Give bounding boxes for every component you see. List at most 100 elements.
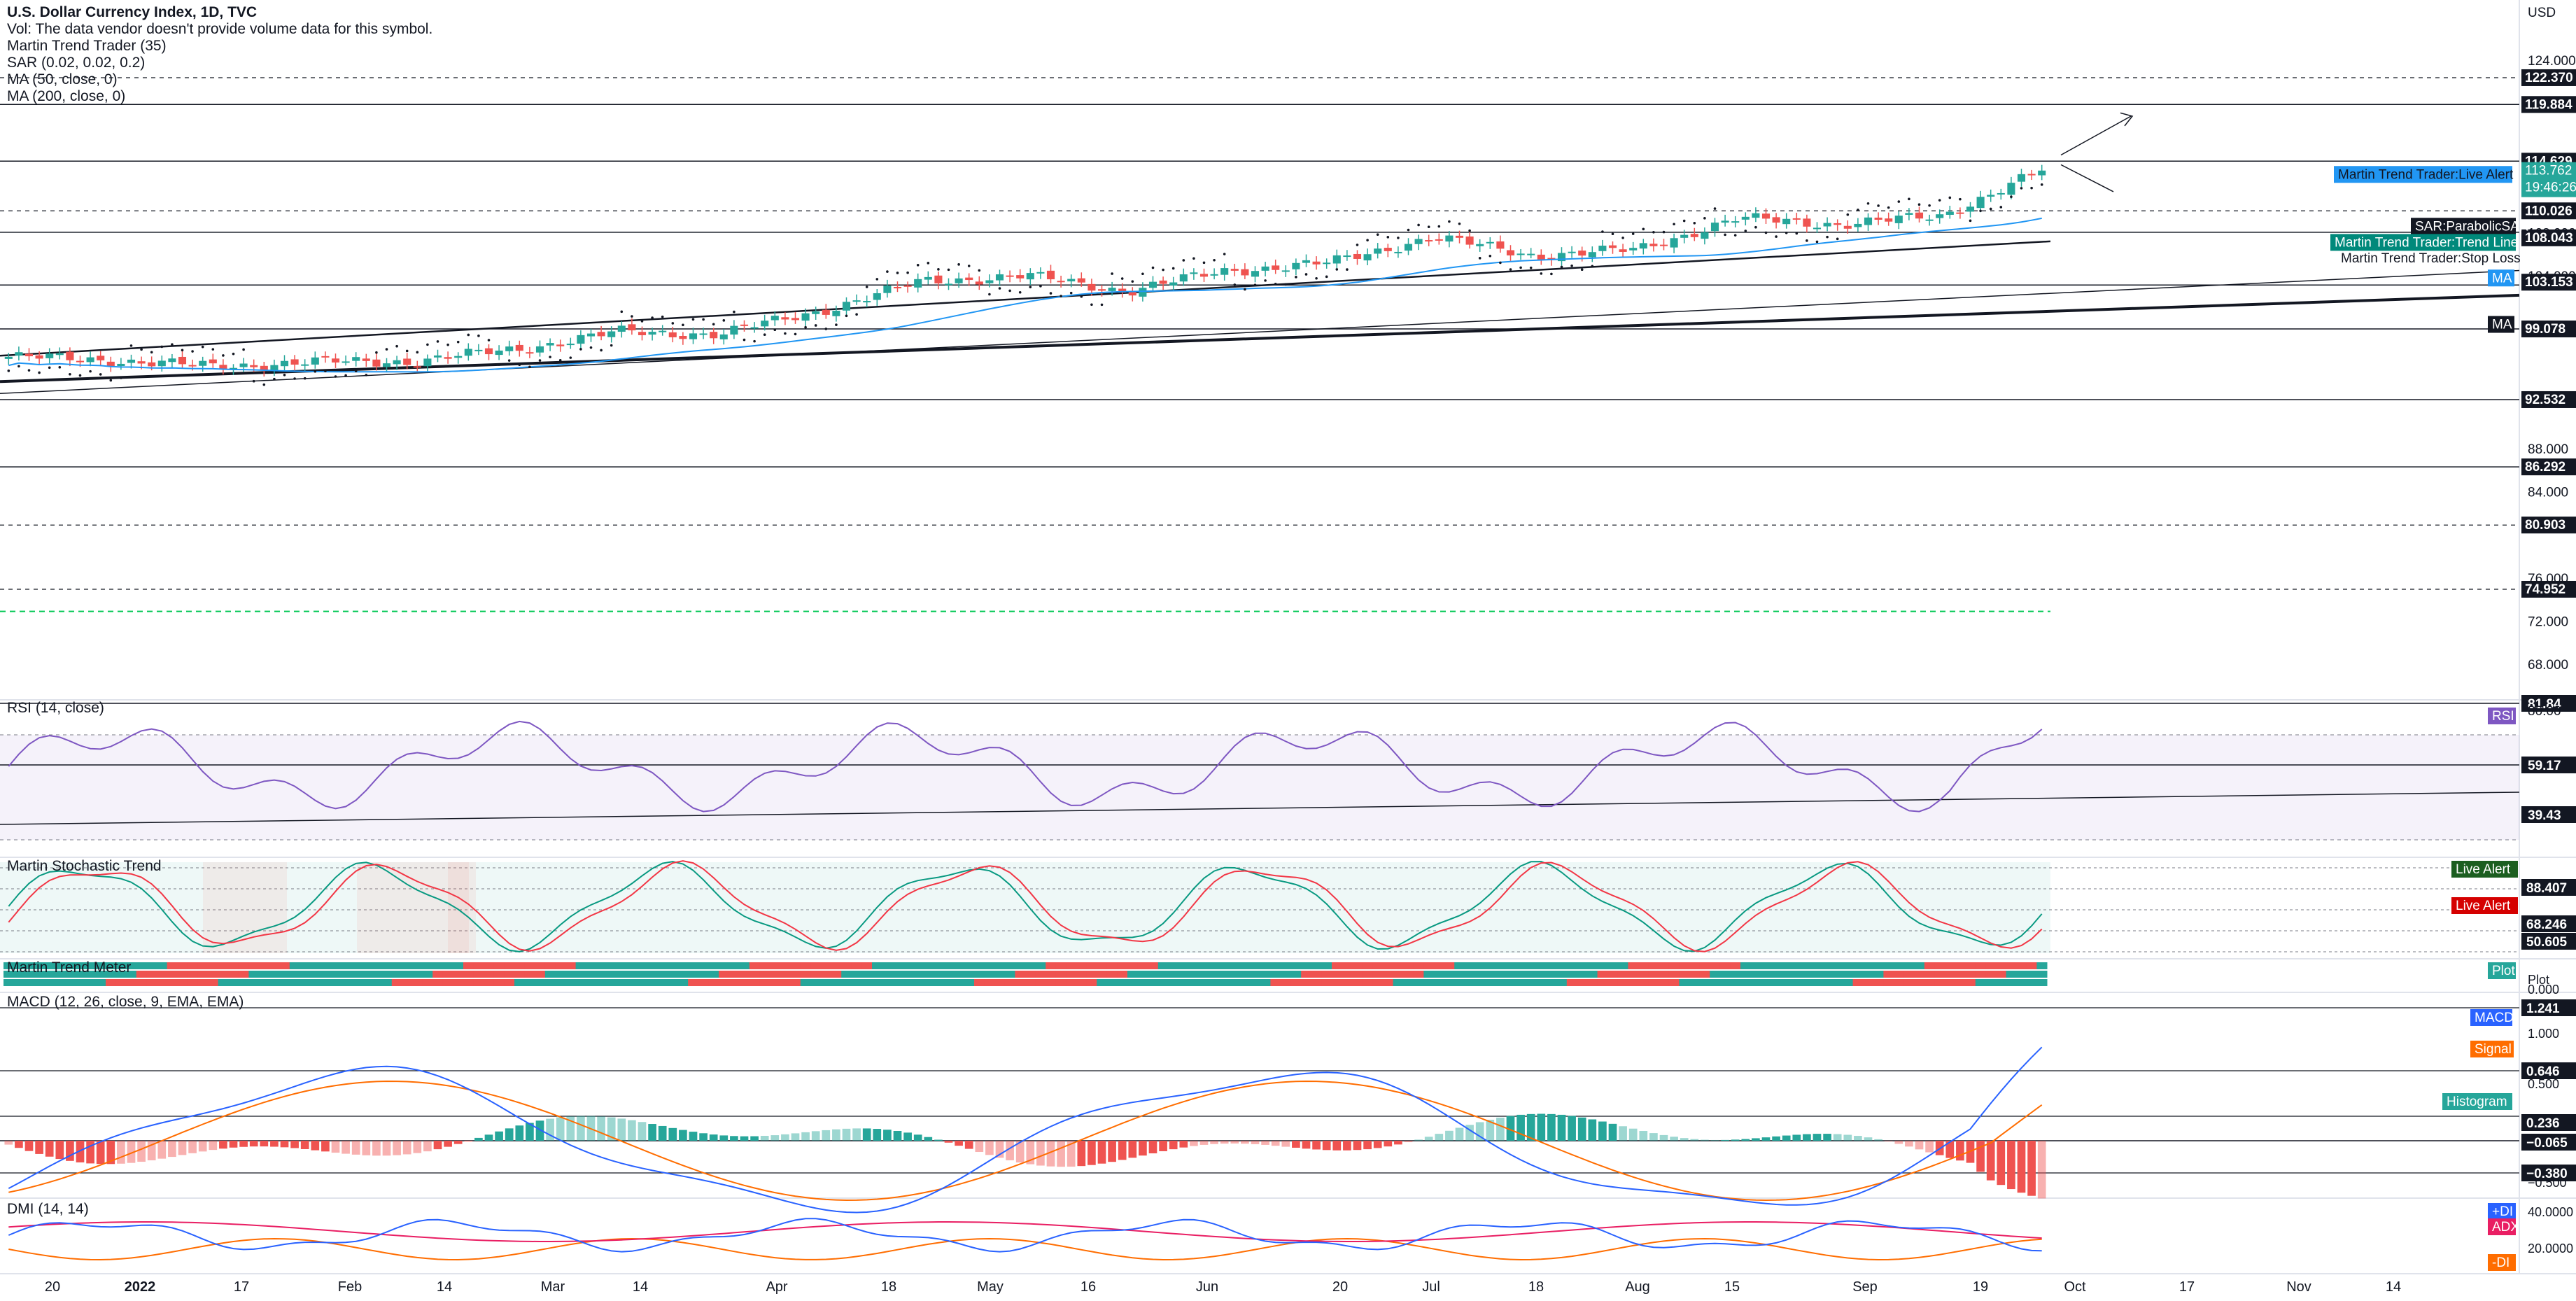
macd-histogram-bar: [311, 1141, 320, 1151]
signal-line: [8, 1080, 2043, 1202]
sar-dot: [835, 323, 838, 326]
legend-line-ma200[interactable]: MA (200, close, 0): [7, 88, 126, 104]
histogram-tag-bg: [2442, 1093, 2512, 1110]
meter-cell: [524, 979, 535, 986]
meter-cell: [2006, 979, 2017, 986]
meter-cell: [85, 971, 96, 978]
candle-body: [832, 311, 840, 316]
sar-dot: [1244, 288, 1246, 291]
meter-cell: [882, 962, 893, 969]
meter-cell: [1873, 971, 1884, 978]
candle-body: [1741, 216, 1750, 220]
sar-dot: [1591, 265, 1594, 268]
meter-cell: [606, 971, 617, 978]
candle-body: [781, 317, 789, 320]
sar-dot: [1304, 273, 1308, 276]
macd-histogram-bar: [1854, 1136, 1862, 1141]
candle-body: [352, 357, 360, 361]
legend-line-trend-trader[interactable]: Martin Trend Trader (35): [7, 38, 167, 54]
meter-cell: [1945, 979, 1956, 986]
macd-histogram-bar: [985, 1141, 994, 1155]
meter-cell: [770, 962, 781, 969]
meter-cell: [943, 979, 955, 986]
meter-cell: [1607, 979, 1619, 986]
meter-cell: [1239, 979, 1251, 986]
candle-body: [1097, 289, 1106, 291]
meter-cell: [790, 971, 801, 978]
sar-dot: [1785, 232, 1788, 234]
meter-cell: [34, 962, 45, 969]
meter-cell: [1628, 979, 1639, 986]
sar-dot: [27, 369, 31, 372]
candle-body: [597, 332, 605, 337]
meter-cell: [790, 962, 801, 969]
candle-body: [2027, 174, 2036, 176]
candle-body: [311, 357, 319, 365]
meter-cell: [2016, 962, 2027, 969]
meter-cell: [1934, 962, 1945, 969]
sar-dot: [682, 323, 684, 327]
meter-cell: [1097, 979, 1108, 986]
meter-cell: [197, 971, 209, 978]
sar-dot: [334, 375, 337, 378]
meter-zero: 0.000: [2528, 983, 2559, 997]
macd-v2-bg: [2521, 1062, 2576, 1079]
stoch-title[interactable]: Martin Stochastic Trend: [7, 858, 162, 874]
sar-dot: [1458, 222, 1461, 225]
meter-cell: [1393, 979, 1404, 986]
meter-cell: [596, 962, 607, 969]
meter-cell: [167, 962, 178, 969]
meter-cell: [44, 971, 55, 978]
macd-histogram-bar: [1761, 1137, 1771, 1141]
meter-cell: [1996, 962, 2007, 969]
macd-histogram-bar: [1568, 1116, 1576, 1141]
meter-cell: [187, 962, 198, 969]
sar-dot: [865, 286, 868, 288]
candle-body: [1148, 281, 1157, 288]
meter-title[interactable]: Martin Trend Meter: [7, 959, 132, 976]
meter-cell: [269, 979, 280, 986]
legend-line-ma50[interactable]: MA (50, close, 0): [7, 71, 118, 87]
candle-body: [1077, 278, 1085, 283]
dmi-title[interactable]: DMI (14, 14): [7, 1201, 89, 1217]
meter-cell: [1464, 962, 1475, 969]
meter-cell: [668, 979, 679, 986]
candle-body: [270, 365, 279, 371]
tag-level-74-bg: [2521, 580, 2576, 598]
meter-cell: [208, 962, 219, 969]
macd-histogram-bar: [484, 1134, 493, 1141]
candle-body: [924, 276, 932, 280]
stoch-red-zone-2: [448, 862, 476, 953]
meter-cell: [1740, 971, 1752, 978]
meter-cell: [708, 962, 719, 969]
meter-cell: [1290, 971, 1302, 978]
meter-cell: [565, 979, 577, 986]
sar-dot: [1284, 283, 1288, 286]
meter-cell: [493, 979, 505, 986]
meter-cell: [228, 979, 239, 986]
candle-body: [250, 365, 258, 367]
rsi-title[interactable]: RSI (14, close): [7, 700, 104, 716]
macd-histogram-bar: [219, 1141, 227, 1149]
macd-histogram-bar: [1179, 1141, 1188, 1148]
meter-cell: [391, 971, 402, 978]
meter-cell: [657, 979, 668, 986]
candle-body: [1435, 239, 1443, 241]
arrow-up-head: [2120, 112, 2134, 127]
macd-title[interactable]: MACD (12, 26, close, 9, EMA, EMA): [7, 994, 244, 1010]
candle-body: [566, 344, 575, 346]
candle-body: [1997, 192, 2005, 195]
macd-histogram-bar: [55, 1141, 64, 1160]
meter-cell: [402, 962, 413, 969]
macd-histogram-bar: [1905, 1141, 1913, 1147]
sar-dot: [17, 365, 20, 368]
meter-cell: [484, 962, 495, 969]
meter-cell: [453, 979, 464, 986]
legend-line-sar[interactable]: SAR (0.02, 0.02, 0.2): [7, 55, 146, 71]
time-label-7: Apr: [766, 1279, 787, 1295]
sar-dot: [1673, 223, 1675, 226]
meter-cell: [1863, 979, 1874, 986]
candle-body: [1568, 251, 1576, 253]
macd-histogram-bar: [556, 1117, 565, 1141]
